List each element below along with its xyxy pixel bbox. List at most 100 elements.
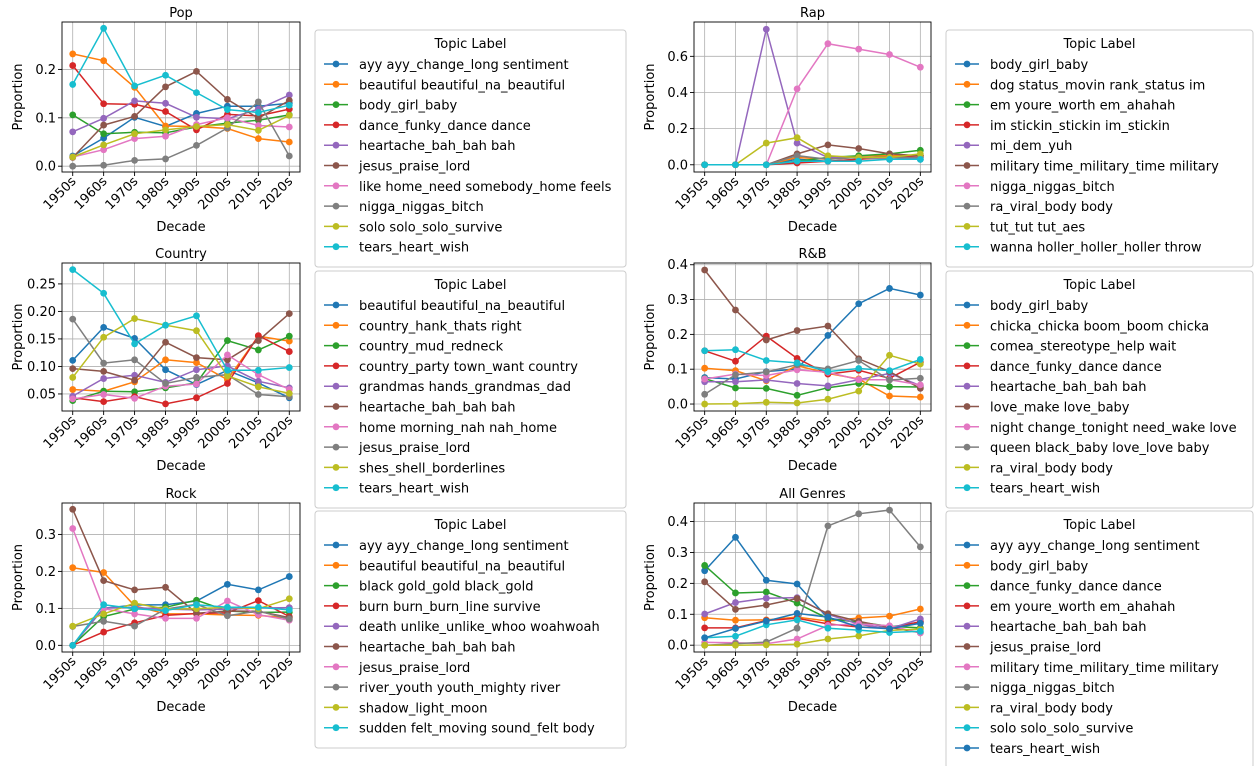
series-line	[704, 619, 921, 639]
data-point	[886, 367, 893, 375]
x-tick-label: 1950s	[673, 174, 712, 213]
legend-label: ra_viral_body body	[990, 200, 1113, 215]
data-point	[732, 400, 739, 408]
y-tick-label: 0.1	[35, 602, 56, 617]
data-point	[224, 597, 231, 605]
series-line	[72, 326, 290, 399]
data-point	[793, 391, 801, 399]
data-point	[69, 374, 77, 381]
x-axis-label: Decade	[156, 700, 205, 715]
data-point	[824, 322, 832, 330]
data-point	[162, 83, 169, 91]
x-tick-label: 1990s	[796, 654, 835, 693]
data-point	[285, 348, 293, 355]
legend-item: heartache_bah_bah bah	[324, 641, 516, 656]
data-point	[254, 603, 262, 611]
data-point	[162, 356, 169, 364]
data-point	[732, 533, 739, 541]
legend-marker	[963, 423, 971, 431]
legend: Topic Label beautiful beautiful_na_beauti…	[314, 270, 627, 509]
legend-label: body_girl_baby	[359, 99, 457, 114]
legend: Topic Label ayy ayy_change_long sentiment…	[314, 29, 627, 268]
series-line	[72, 114, 290, 158]
data-point	[793, 616, 801, 624]
y-tick-label: 0.0	[35, 160, 56, 175]
y-tick-label: 0.4	[667, 515, 688, 530]
data-point	[100, 333, 108, 341]
data-point	[793, 380, 801, 387]
data-point	[193, 359, 200, 366]
y-tick-label: 0.2	[35, 565, 56, 580]
data-point	[285, 96, 293, 104]
data-point	[762, 576, 770, 584]
data-point	[701, 610, 709, 618]
legend-item: burn burn_burn_line survive	[324, 600, 541, 615]
series-line	[72, 603, 290, 646]
legend-label: chicka_chicka boom_boom chicka	[990, 319, 1209, 334]
data-point	[254, 337, 262, 344]
axes-frame	[61, 262, 301, 412]
y-tick-label: 0.2	[667, 122, 688, 137]
legend-marker	[332, 643, 340, 650]
data-point	[916, 393, 924, 401]
y-axis-label: Proportion	[643, 63, 658, 130]
data-point	[762, 336, 770, 344]
x-tick-label: 2000s	[827, 174, 866, 213]
x-tick-label: 1990s	[796, 174, 835, 213]
data-point	[254, 135, 262, 143]
legend-item: beautiful beautiful_na_beautiful	[324, 299, 565, 314]
legend-label: shadow_light_moon	[359, 701, 487, 716]
legend-marker	[332, 484, 340, 492]
data-point	[762, 617, 770, 625]
series-line	[704, 581, 921, 634]
data-point	[285, 91, 293, 99]
x-tick-label: 1970s	[734, 413, 773, 452]
data-point	[162, 108, 169, 115]
data-point	[701, 375, 709, 383]
legend-label: grandmas hands_grandmas_dad	[359, 380, 571, 395]
data-point	[100, 391, 108, 398]
x-tick-label: 1990s	[165, 654, 204, 693]
x-tick-label: 2000s	[827, 654, 866, 693]
series-line	[704, 608, 921, 622]
legend-item: ayy ayy_change_long sentiment	[955, 539, 1200, 554]
data-point	[855, 157, 863, 165]
legend-item: military time_military_time military	[955, 661, 1219, 676]
series-9	[69, 601, 293, 649]
legend-item: body_girl_baby	[955, 299, 1088, 314]
data-point	[100, 398, 108, 406]
legend-marker	[963, 602, 971, 610]
data-point	[701, 347, 709, 355]
data-point	[886, 285, 893, 292]
data-point	[100, 617, 108, 625]
data-point	[793, 139, 801, 147]
legend-marker	[963, 403, 971, 410]
legend-item: mi_dem_yuh	[955, 139, 1072, 154]
legend-item: tears_heart_wish	[955, 482, 1100, 497]
data-point	[131, 388, 138, 396]
data-point	[916, 356, 924, 363]
x-tick-label: 1960s	[72, 654, 111, 693]
legend-marker	[963, 724, 971, 732]
data-point	[886, 51, 893, 58]
data-point	[701, 400, 709, 408]
x-tick-label: 1980s	[134, 413, 173, 452]
y-tick-label: 0.4	[667, 258, 688, 273]
legend-marker	[332, 362, 340, 370]
legend-title: Topic Label	[434, 37, 507, 52]
legend-item: queen black_baby love_love baby	[955, 441, 1210, 456]
data-point	[855, 357, 863, 364]
x-tick-label: 2020s	[257, 654, 296, 693]
y-tick-label: 0.1	[35, 111, 56, 126]
data-point	[732, 641, 739, 649]
data-point	[162, 400, 169, 408]
series-line	[704, 364, 921, 398]
legend-item: tears_heart_wish	[955, 742, 1100, 757]
data-point	[69, 266, 77, 274]
series-line	[72, 598, 290, 627]
data-point	[131, 394, 138, 402]
legend-item: jesus_praise_lord	[955, 641, 1101, 656]
legend-item: like home_need somebody_home feels	[324, 180, 612, 195]
chart-title: Rock	[165, 487, 197, 502]
data-point	[254, 586, 262, 594]
